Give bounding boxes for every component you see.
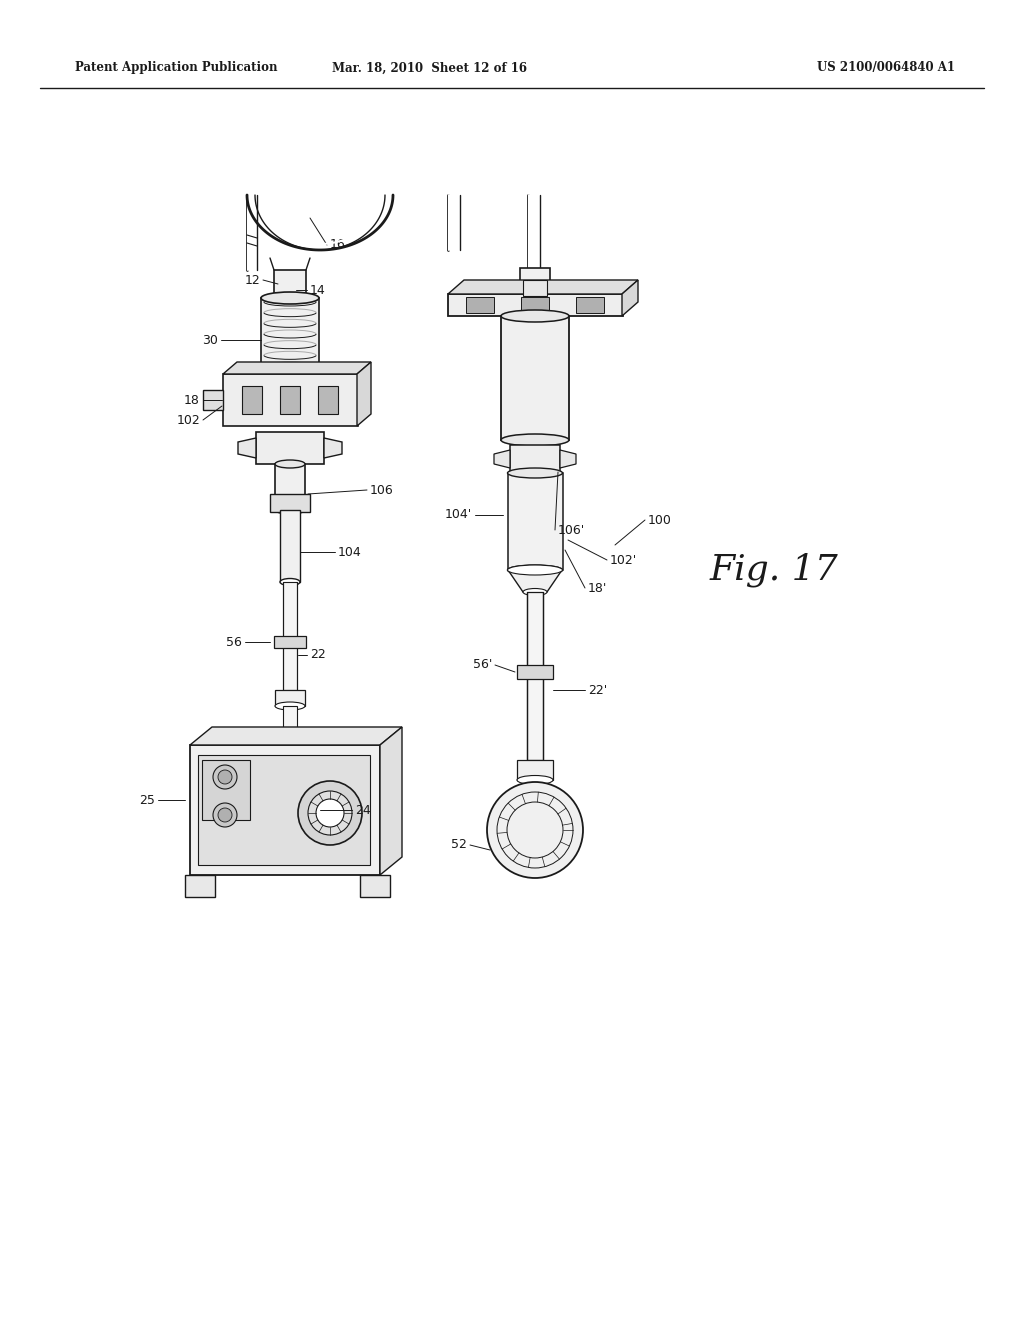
Polygon shape: [185, 875, 215, 898]
Ellipse shape: [280, 578, 300, 586]
Text: 22': 22': [588, 684, 607, 697]
Text: Fig. 17: Fig. 17: [710, 553, 839, 587]
Polygon shape: [357, 362, 371, 426]
Bar: [261, 298, 319, 370]
Bar: [256, 432, 324, 465]
Text: US 2100/0064840 A1: US 2100/0064840 A1: [817, 62, 955, 74]
Bar: [466, 297, 494, 313]
Ellipse shape: [275, 459, 305, 469]
Ellipse shape: [267, 367, 312, 378]
Text: 102: 102: [176, 413, 200, 426]
Circle shape: [487, 781, 583, 878]
Bar: [223, 374, 358, 426]
Text: 56': 56': [473, 659, 492, 672]
Circle shape: [213, 803, 237, 828]
Bar: [521, 297, 549, 313]
Ellipse shape: [508, 565, 562, 576]
Bar: [523, 280, 547, 296]
Ellipse shape: [517, 776, 553, 784]
Polygon shape: [560, 450, 575, 469]
Polygon shape: [324, 438, 342, 458]
Bar: [270, 494, 310, 512]
Bar: [501, 315, 569, 440]
Text: 14: 14: [310, 284, 326, 297]
Bar: [274, 271, 306, 298]
Ellipse shape: [501, 310, 569, 322]
Text: 52: 52: [452, 838, 467, 851]
Bar: [318, 385, 338, 414]
Text: 104: 104: [338, 545, 361, 558]
Bar: [575, 297, 604, 313]
Circle shape: [298, 781, 362, 845]
Bar: [510, 445, 560, 473]
Bar: [202, 760, 250, 820]
Bar: [275, 465, 305, 510]
Bar: [198, 755, 370, 865]
Ellipse shape: [261, 292, 319, 304]
Text: 18': 18': [588, 582, 607, 594]
Polygon shape: [360, 875, 390, 898]
Text: 102': 102': [610, 553, 637, 566]
Text: Patent Application Publication: Patent Application Publication: [75, 62, 278, 74]
Text: 30: 30: [202, 334, 218, 346]
Bar: [280, 385, 300, 414]
Polygon shape: [494, 450, 510, 469]
Text: 106': 106': [558, 524, 586, 536]
Bar: [520, 268, 550, 294]
Bar: [449, 294, 623, 315]
Text: 16: 16: [330, 239, 346, 252]
Circle shape: [308, 791, 352, 836]
Ellipse shape: [275, 506, 305, 513]
Circle shape: [316, 799, 344, 828]
Polygon shape: [622, 280, 638, 315]
Text: 104': 104': [444, 508, 472, 521]
Text: 25: 25: [139, 793, 155, 807]
Text: 100: 100: [648, 513, 672, 527]
Bar: [190, 744, 380, 875]
Ellipse shape: [523, 589, 547, 595]
Bar: [242, 385, 262, 414]
Bar: [283, 582, 297, 690]
Bar: [275, 690, 305, 706]
Ellipse shape: [261, 364, 319, 376]
Circle shape: [218, 808, 232, 822]
Text: Mar. 18, 2010  Sheet 12 of 16: Mar. 18, 2010 Sheet 12 of 16: [333, 62, 527, 74]
Bar: [508, 473, 563, 570]
Text: 56: 56: [226, 635, 242, 648]
Polygon shape: [380, 727, 402, 875]
Polygon shape: [238, 438, 256, 458]
Polygon shape: [203, 389, 223, 411]
Bar: [274, 636, 306, 648]
Ellipse shape: [508, 565, 562, 576]
Polygon shape: [449, 280, 638, 294]
Text: 24: 24: [355, 804, 371, 817]
Ellipse shape: [501, 434, 569, 446]
Ellipse shape: [257, 364, 323, 380]
Polygon shape: [223, 362, 371, 374]
Ellipse shape: [275, 702, 305, 710]
Text: 12: 12: [245, 273, 260, 286]
Circle shape: [213, 766, 237, 789]
Bar: [280, 510, 300, 582]
Text: 18: 18: [184, 393, 200, 407]
Text: 106: 106: [370, 483, 394, 496]
Text: 22: 22: [310, 648, 326, 661]
Bar: [283, 706, 297, 738]
Bar: [527, 591, 543, 760]
Bar: [517, 760, 553, 780]
Polygon shape: [508, 570, 562, 591]
Polygon shape: [190, 727, 402, 744]
Ellipse shape: [508, 469, 562, 478]
Circle shape: [218, 770, 232, 784]
Bar: [517, 665, 553, 678]
